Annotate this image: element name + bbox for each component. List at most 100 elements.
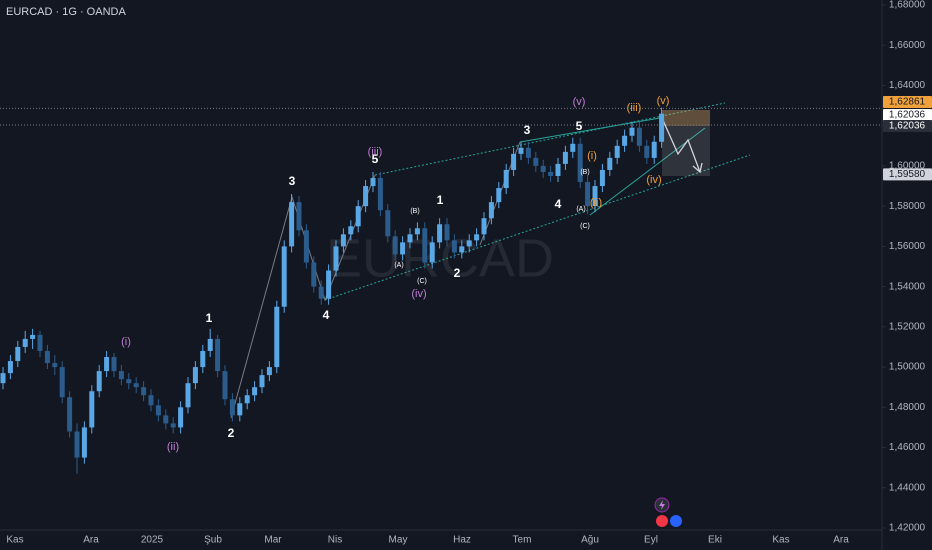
wave-label: 1 — [206, 311, 213, 325]
price-label: 1,62861 — [889, 97, 926, 108]
candle-body — [67, 397, 73, 432]
event-icons — [654, 497, 682, 527]
candle-body — [74, 431, 80, 458]
wave-label: (i) — [121, 336, 131, 348]
y-tick-label: 1,44000 — [889, 482, 926, 493]
x-tick-label: Ağu — [581, 535, 599, 546]
x-tick-label: Eki — [708, 535, 722, 546]
wave-label: 4 — [323, 308, 330, 322]
candle-body — [59, 367, 65, 398]
projection-arrow — [661, 117, 701, 173]
candle-body — [81, 427, 87, 458]
price-label-box — [883, 120, 932, 132]
x-tick-label: Şub — [204, 535, 222, 546]
candle-body — [163, 415, 169, 424]
candle-body — [481, 218, 487, 235]
candle-body — [348, 226, 354, 235]
wave-label: 5 — [372, 152, 379, 166]
x-tick-label: Tem — [513, 535, 532, 546]
candle-body — [133, 383, 139, 388]
candle-body — [96, 371, 102, 392]
candle-body — [392, 236, 398, 255]
wave-label: 3 — [289, 174, 296, 188]
wave-label: (iv) — [646, 174, 661, 186]
wave-label: (A) — [576, 206, 585, 213]
y-tick-label: 1,52000 — [889, 321, 926, 332]
candle-body — [644, 145, 650, 158]
candle-body — [118, 371, 124, 380]
candle-body — [340, 234, 346, 247]
candle-body — [488, 202, 494, 219]
y-tick-label: 1,68000 — [889, 0, 926, 11]
candle-body — [22, 338, 28, 347]
candle-body — [540, 165, 546, 172]
x-tick-label: Ara — [833, 535, 849, 546]
projection-top — [662, 110, 710, 126]
wave-label: (A) — [394, 262, 403, 269]
candle-body — [422, 228, 428, 263]
wave-label: (ii) — [167, 441, 179, 453]
candles — [0, 107, 665, 474]
wave-label: 2 — [228, 426, 235, 440]
candle-body — [215, 338, 221, 372]
x-tick-label: Kas — [6, 535, 23, 546]
candle-body — [385, 210, 391, 237]
x-tick-label: Nis — [328, 535, 342, 546]
candle-body — [0, 373, 6, 384]
chart-title: EURCAD · 1G · OANDA — [6, 6, 126, 18]
candle-body — [562, 151, 568, 164]
x-tick-label: Kas — [772, 535, 789, 546]
x-tick-label: Haz — [453, 535, 471, 546]
candle-body — [296, 202, 302, 231]
candle-body — [185, 383, 191, 408]
lightning — [659, 500, 665, 510]
wave-label: (B) — [410, 208, 419, 215]
price-label-box — [883, 109, 932, 121]
candle-body — [414, 228, 420, 235]
candle-body — [518, 147, 524, 154]
y-tick-label: 1,42000 — [889, 523, 926, 534]
y-tick-label: 1,64000 — [889, 80, 926, 91]
candle-body — [15, 346, 21, 362]
wave-label: (v) — [573, 96, 586, 108]
candle-body — [281, 246, 287, 307]
candle-body — [274, 306, 280, 368]
candle-body — [311, 262, 317, 287]
candle-body — [30, 334, 36, 339]
candle-body — [104, 357, 110, 372]
candle-body — [451, 240, 457, 253]
candle-body — [318, 286, 324, 299]
wave-label: (iv) — [411, 288, 426, 300]
candle-body — [192, 367, 198, 384]
wave-label: 1 — [437, 193, 444, 207]
candle-body — [170, 423, 176, 428]
candle-body — [636, 127, 642, 146]
candle-body — [570, 143, 576, 152]
candle-body — [585, 182, 591, 207]
candle-body — [333, 246, 339, 271]
candle-body — [155, 405, 161, 416]
candle-body — [599, 169, 605, 187]
candle-body — [259, 375, 265, 388]
y-tick-label: 1,46000 — [889, 442, 926, 453]
y-tick-label: 1,54000 — [889, 281, 926, 292]
arrow-head — [692, 162, 703, 174]
wave-label: (C) — [580, 223, 590, 230]
channel-line — [324, 154, 751, 301]
price-label: 1,62036 — [889, 121, 926, 132]
candle-body — [622, 135, 628, 146]
wave-label: 5 — [576, 119, 583, 133]
y-tick-label: 1,66000 — [889, 40, 926, 51]
y-tick-label: 1,56000 — [889, 241, 926, 252]
candle-body — [651, 141, 657, 158]
candle-body — [444, 224, 450, 241]
price-label-box — [883, 168, 932, 181]
candle-body — [289, 202, 295, 247]
candle-body — [370, 177, 376, 187]
candle-body — [607, 157, 613, 170]
wave-label: (v) — [657, 95, 670, 107]
wave-label: (B) — [580, 169, 589, 176]
candle-body — [111, 357, 117, 372]
